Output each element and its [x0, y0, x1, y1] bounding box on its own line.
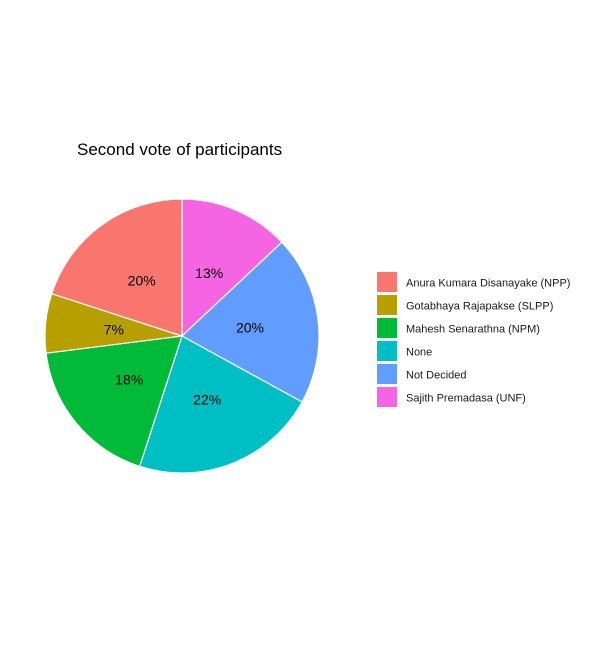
- slice-label-not-decided: 20%: [236, 319, 264, 335]
- slice-label-anura-kumara-disanayake-npp: 20%: [128, 273, 156, 289]
- legend-item-not-decided: Not Decided: [377, 364, 467, 384]
- legend-swatch: [377, 341, 397, 361]
- pie-slices: [44, 198, 320, 474]
- pie-slice-anura-kumara-disanayake-npp: [50, 198, 183, 337]
- legend-label: None: [406, 347, 432, 359]
- legend-item-none: None: [377, 341, 432, 361]
- legend-label: Sajith Premadasa (UNF): [406, 393, 526, 405]
- legend-item-sajith-premadasa-unf: Sajith Premadasa (UNF): [377, 387, 526, 407]
- slice-label-none: 22%: [193, 392, 221, 408]
- legend-swatch: [377, 272, 397, 292]
- legend-label: Anura Kumara Disanayake (NPP): [406, 278, 570, 290]
- legend: Anura Kumara Disanayake (NPP) Gotabhaya R…: [377, 272, 570, 407]
- pie-slice-sajith-premadasa-unf: [181, 198, 283, 338]
- slice-label-sajith-premadasa-unf: 13%: [195, 265, 223, 281]
- legend-label: Gotabhaya Rajapakse (SLPP): [406, 301, 553, 313]
- legend-swatch: [377, 364, 397, 384]
- slice-label-gotabhaya-rajapakse-slpp: 7%: [104, 322, 124, 338]
- pie-slice-mahesh-senarathna-npm: [45, 335, 183, 468]
- legend-swatch: [377, 295, 397, 315]
- chart-title: Second vote of participants: [77, 140, 282, 159]
- legend-label: Mahesh Senarathna (NPM): [406, 324, 540, 336]
- legend-swatch: [377, 387, 397, 407]
- slice-label-mahesh-senarathna-npm: 18%: [115, 372, 143, 388]
- pie-slice-not-decided: [180, 241, 320, 403]
- legend-item-anura-kumara-disanayake-npp: Anura Kumara Disanayake (NPP): [377, 272, 570, 292]
- pie-labels: 13% 20% 22% 18% 7% 20%: [104, 265, 264, 408]
- legend-item-mahesh-senarathna-npm: Mahesh Senarathna (NPM): [377, 318, 540, 338]
- legend-label: Not Decided: [406, 370, 467, 382]
- legend-item-gotabhaya-rajapakse-slpp: Gotabhaya Rajapakse (SLPP): [377, 295, 553, 315]
- pie-slice-none: [138, 335, 303, 474]
- legend-swatch: [377, 318, 397, 338]
